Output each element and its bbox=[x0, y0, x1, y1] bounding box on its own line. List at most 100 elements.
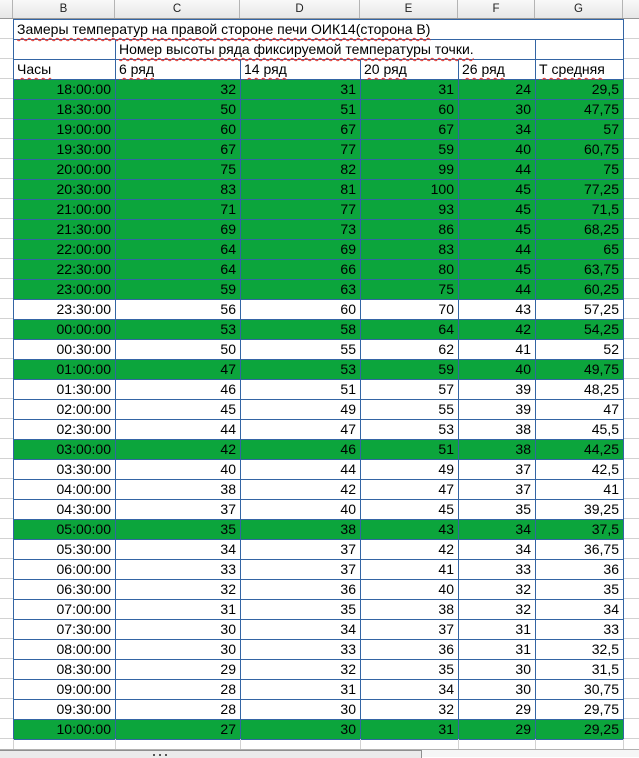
cell-value[interactable]: 69 bbox=[241, 240, 361, 259]
cell-value[interactable]: 32,5 bbox=[536, 640, 624, 659]
cell-value[interactable]: 42,5 bbox=[536, 460, 624, 479]
cell-empty[interactable] bbox=[459, 739, 536, 750]
cell-value[interactable]: 44 bbox=[459, 160, 536, 179]
cell-time[interactable]: 00:30:00 bbox=[14, 340, 116, 359]
cell-value[interactable]: 57 bbox=[361, 380, 459, 399]
cell-value[interactable]: 63 bbox=[241, 280, 361, 299]
cell-value[interactable]: 81 bbox=[241, 180, 361, 199]
cell-value[interactable]: 47,75 bbox=[536, 100, 624, 119]
cell-time[interactable]: 22:30:00 bbox=[14, 260, 116, 279]
column-header-e[interactable]: E bbox=[360, 0, 458, 18]
cell-empty[interactable] bbox=[361, 739, 459, 750]
cell-value[interactable]: 42 bbox=[361, 540, 459, 559]
cell-value[interactable]: 36 bbox=[361, 640, 459, 659]
header-cell-5[interactable]: Т средняя bbox=[536, 60, 624, 79]
cell-value[interactable]: 44 bbox=[116, 420, 241, 439]
cell-value[interactable]: 43 bbox=[459, 300, 536, 319]
cell-value[interactable]: 30 bbox=[241, 720, 361, 739]
cell-value[interactable]: 29 bbox=[459, 720, 536, 739]
cell-value[interactable]: 34 bbox=[459, 520, 536, 539]
cell-value[interactable]: 48,25 bbox=[536, 380, 624, 399]
cell-value[interactable]: 34 bbox=[536, 600, 624, 619]
cell-value[interactable]: 39,25 bbox=[536, 500, 624, 519]
cell-value[interactable]: 24 bbox=[459, 80, 536, 99]
cell-time[interactable]: 07:30:00 bbox=[14, 620, 116, 639]
cell-value[interactable]: 65 bbox=[536, 240, 624, 259]
cell-value[interactable]: 45,5 bbox=[536, 420, 624, 439]
cell-value[interactable]: 37 bbox=[116, 500, 241, 519]
cell-value[interactable]: 59 bbox=[361, 140, 459, 159]
cell-time[interactable]: 20:30:00 bbox=[14, 180, 116, 199]
cell-value[interactable]: 38 bbox=[241, 520, 361, 539]
cell-empty[interactable] bbox=[116, 739, 241, 750]
cell-value[interactable]: 54,25 bbox=[536, 320, 624, 339]
cell-time[interactable]: 08:30:00 bbox=[14, 660, 116, 679]
cell-value[interactable]: 45 bbox=[116, 400, 241, 419]
cell-value[interactable]: 55 bbox=[361, 400, 459, 419]
cell-value[interactable]: 32 bbox=[459, 600, 536, 619]
cell-value[interactable]: 37,5 bbox=[536, 520, 624, 539]
cell-value[interactable]: 82 bbox=[241, 160, 361, 179]
cell-time[interactable]: 02:30:00 bbox=[14, 420, 116, 439]
cell-value[interactable]: 37 bbox=[361, 620, 459, 639]
cell-value[interactable]: 60 bbox=[361, 100, 459, 119]
cell-value[interactable]: 60 bbox=[241, 300, 361, 319]
cell-value[interactable]: 29,5 bbox=[536, 80, 624, 99]
cell-time[interactable]: 19:00:00 bbox=[14, 120, 116, 139]
cell-value[interactable]: 31 bbox=[459, 620, 536, 639]
cell-value[interactable]: 28 bbox=[116, 680, 241, 699]
cell-value[interactable]: 47 bbox=[361, 480, 459, 499]
cell-value[interactable]: 27 bbox=[116, 720, 241, 739]
cell-value[interactable]: 32 bbox=[459, 580, 536, 599]
cell-value[interactable]: 45 bbox=[459, 180, 536, 199]
header-cell-4[interactable]: 26 ряд bbox=[459, 60, 536, 79]
cell-value[interactable]: 31 bbox=[241, 680, 361, 699]
cell-value[interactable]: 46 bbox=[116, 380, 241, 399]
cell-value[interactable]: 38 bbox=[116, 480, 241, 499]
cell-value[interactable]: 77 bbox=[241, 140, 361, 159]
cell-value[interactable]: 39 bbox=[459, 380, 536, 399]
header-cell-2[interactable]: 14 ряд bbox=[241, 60, 361, 79]
cell-time[interactable]: 18:00:00 bbox=[14, 80, 116, 99]
cell-value[interactable]: 30 bbox=[459, 660, 536, 679]
column-header-g[interactable]: G bbox=[535, 0, 623, 18]
cell-value[interactable]: 52 bbox=[536, 340, 624, 359]
cell-value[interactable]: 44 bbox=[241, 460, 361, 479]
cell-value[interactable]: 44 bbox=[459, 280, 536, 299]
cell-value[interactable]: 69 bbox=[116, 220, 241, 239]
cell-value[interactable]: 29,25 bbox=[536, 720, 624, 739]
cell-value[interactable]: 38 bbox=[361, 600, 459, 619]
cell-value[interactable]: 35 bbox=[536, 580, 624, 599]
cell-value[interactable]: 47 bbox=[536, 400, 624, 419]
cell-value[interactable]: 43 bbox=[361, 520, 459, 539]
cell-value[interactable]: 64 bbox=[116, 240, 241, 259]
cell-value[interactable]: 58 bbox=[241, 320, 361, 339]
cell-value[interactable]: 41 bbox=[536, 480, 624, 499]
cell-value[interactable]: 75 bbox=[536, 160, 624, 179]
cell-value[interactable]: 71,5 bbox=[536, 200, 624, 219]
cell-value[interactable]: 36 bbox=[241, 580, 361, 599]
cell-time[interactable]: 01:00:00 bbox=[14, 360, 116, 379]
cell-time[interactable]: 23:30:00 bbox=[14, 300, 116, 319]
cell-value[interactable]: 42 bbox=[241, 480, 361, 499]
cell-empty[interactable] bbox=[536, 739, 624, 750]
cell-value[interactable]: 60,25 bbox=[536, 280, 624, 299]
header-cell-0[interactable]: Часы bbox=[14, 60, 116, 79]
cell-value[interactable]: 30 bbox=[116, 620, 241, 639]
cell-empty[interactable] bbox=[14, 40, 116, 59]
column-header-h-sliver[interactable] bbox=[623, 0, 639, 18]
cell-value[interactable]: 30 bbox=[116, 640, 241, 659]
cell-value[interactable]: 62 bbox=[361, 340, 459, 359]
cell-value[interactable]: 34 bbox=[361, 680, 459, 699]
cell-value[interactable]: 83 bbox=[116, 180, 241, 199]
cell-value[interactable]: 41 bbox=[361, 560, 459, 579]
cell-value[interactable]: 39 bbox=[459, 400, 536, 419]
cell-value[interactable]: 38 bbox=[459, 420, 536, 439]
cell-value[interactable]: 50 bbox=[116, 100, 241, 119]
column-header-b[interactable]: B bbox=[13, 0, 115, 18]
cell-value[interactable]: 55 bbox=[241, 340, 361, 359]
cell-value[interactable]: 40 bbox=[361, 580, 459, 599]
cell-value[interactable]: 75 bbox=[116, 160, 241, 179]
cell-value[interactable]: 93 bbox=[361, 200, 459, 219]
cell-value[interactable]: 60 bbox=[116, 120, 241, 139]
